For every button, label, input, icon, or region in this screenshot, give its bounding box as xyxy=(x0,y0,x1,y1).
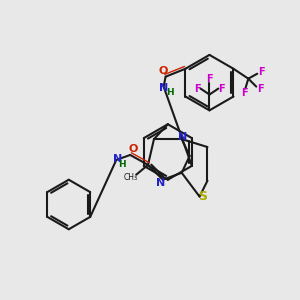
Text: O: O xyxy=(159,66,168,76)
Text: N: N xyxy=(113,154,122,164)
Text: H: H xyxy=(166,88,173,97)
Text: N: N xyxy=(159,82,168,93)
Text: F: F xyxy=(206,74,213,84)
Text: F: F xyxy=(241,88,248,98)
Text: N: N xyxy=(156,178,166,188)
Text: F: F xyxy=(258,67,265,77)
Text: F: F xyxy=(257,84,263,94)
Text: H: H xyxy=(118,160,126,169)
Text: O: O xyxy=(128,144,138,154)
Text: CH₃: CH₃ xyxy=(124,173,138,182)
Text: S: S xyxy=(198,190,207,203)
Text: F: F xyxy=(218,84,225,94)
Text: N: N xyxy=(178,132,187,142)
Text: F: F xyxy=(194,84,201,94)
